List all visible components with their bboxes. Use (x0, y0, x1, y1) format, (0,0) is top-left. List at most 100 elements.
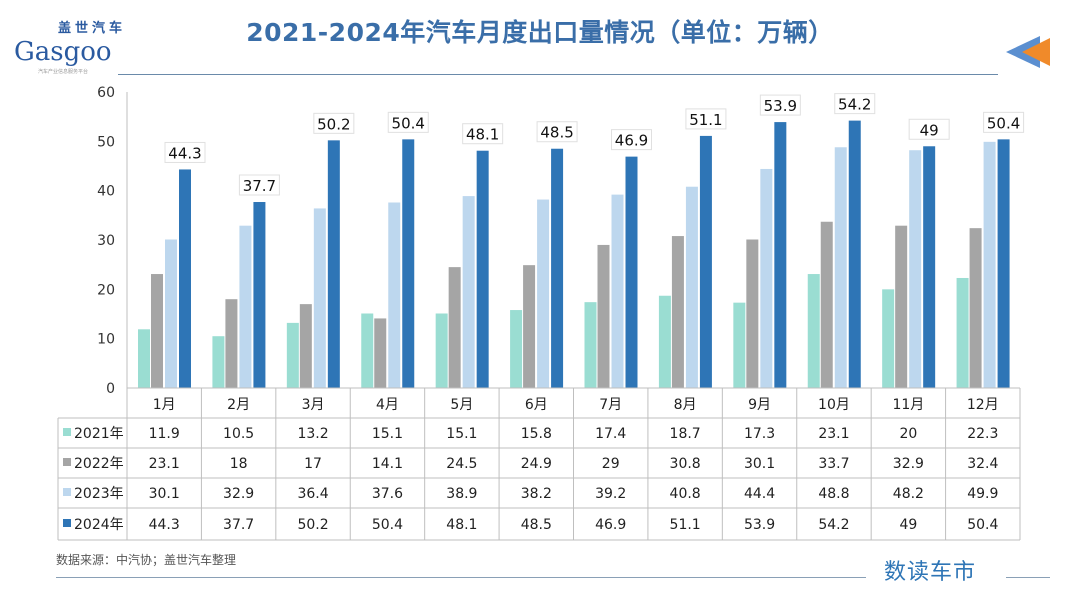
table-cell: 49.9 (967, 486, 998, 502)
legend-label: 2024年 (74, 517, 124, 533)
table-cell: 38.2 (521, 486, 552, 502)
source-note: 数据来源：中汽协；盖世汽车整理 (56, 553, 237, 567)
data-label: 51.1 (689, 111, 722, 129)
table-cell: 30.1 (744, 456, 775, 472)
table-cell: 46.9 (595, 517, 626, 533)
divider (1006, 577, 1050, 578)
table-cell: 50.2 (297, 517, 328, 533)
table-cell: 37.6 (372, 486, 403, 502)
data-label-box (685, 108, 727, 130)
bar-2024年-3月 (327, 140, 340, 388)
legend-key-2022年 (63, 458, 71, 466)
bar-2023年-11月 (909, 150, 922, 388)
data-label: 46.9 (615, 132, 648, 150)
bar-2021年-5月 (435, 313, 448, 388)
table-cell: 32.4 (967, 456, 998, 472)
data-label-box (908, 118, 950, 140)
bar-2023年-4月 (388, 202, 401, 388)
data-label: 37.7 (243, 177, 276, 195)
bar-2023年-1月 (165, 239, 177, 388)
legend-key-2023年 (63, 488, 71, 496)
data-label-box (313, 112, 355, 134)
bar-2021年-7月 (584, 302, 597, 388)
table-cell: 14.1 (372, 456, 403, 472)
data-label: 48.1 (466, 126, 499, 144)
bar-2024年-4月 (402, 139, 415, 388)
table-cell: 48.2 (893, 486, 924, 502)
legend-label: 2023年 (74, 486, 124, 502)
table-cell: 24.5 (446, 456, 477, 472)
data-label-box (536, 121, 578, 143)
bar-2022年-2月 (225, 299, 238, 388)
bar-2023年-9月 (760, 168, 773, 388)
table-cell: 32.9 (223, 486, 254, 502)
table-cell: 48.8 (818, 486, 849, 502)
x-tick-label: 12月 (967, 397, 999, 413)
y-tick-label: 0 (106, 381, 115, 397)
y-tick-label: 50 (97, 134, 115, 150)
x-tick-label: 8月 (674, 397, 697, 413)
y-tick-label: 40 (97, 184, 115, 200)
bar-2022年-3月 (299, 304, 312, 388)
divider (56, 577, 866, 578)
divider (118, 74, 998, 75)
table-cell: 18.7 (670, 426, 701, 442)
table-cell: 33.7 (818, 456, 849, 472)
x-tick-label: 11月 (892, 397, 924, 413)
data-label-box (611, 129, 652, 151)
table-cell: 44.3 (149, 517, 180, 533)
data-label-box (834, 93, 876, 115)
arrow-accent-icon (1022, 38, 1050, 66)
x-tick-label: 3月 (302, 397, 325, 413)
data-label: 49 (920, 121, 939, 139)
bar-2021年-6月 (510, 310, 523, 388)
brand-label: 数读车市 (884, 560, 977, 585)
table-cell: 17 (304, 456, 322, 472)
legend-key-2024年 (63, 519, 71, 527)
bar-2021年-2月 (212, 336, 225, 388)
bar-2021年-1月 (138, 329, 150, 388)
bar-2024年-12月 (997, 139, 1010, 388)
bar-2023年-10月 (834, 147, 847, 388)
bar-2024年-8月 (699, 135, 712, 388)
bar-2022年-1月 (151, 274, 163, 388)
y-tick-label: 20 (97, 282, 115, 298)
table-cell: 17.3 (744, 426, 775, 442)
bar-2023年-12月 (983, 141, 996, 388)
data-label: 54.2 (838, 96, 871, 114)
table-cell: 29 (602, 456, 620, 472)
bar-2021年-11月 (882, 289, 895, 388)
table-cell: 24.9 (521, 456, 552, 472)
table-cell: 20 (899, 426, 917, 442)
bar-2021年-8月 (658, 295, 671, 388)
table-cell: 13.2 (297, 426, 328, 442)
chart-title: 2021-2024年汽车月度出口量情况（单位：万辆） (246, 18, 834, 47)
data-label-box (164, 141, 206, 163)
logo-sub: 汽车产业信息服务平台 (38, 69, 89, 75)
data-label: 50.2 (317, 115, 350, 133)
legend-label: 2021年 (74, 426, 124, 442)
x-tick-label: 10月 (818, 397, 850, 413)
bar-2022年-4月 (374, 318, 387, 388)
data-label-box (462, 123, 504, 145)
bar-2024年-1月 (179, 169, 191, 388)
table-cell: 51.1 (670, 517, 701, 533)
bar-2022年-5月 (448, 267, 461, 388)
table-cell: 37.7 (223, 517, 254, 533)
data-label-box (387, 111, 429, 133)
table-cell: 48.1 (446, 517, 477, 533)
legend-label: 2022年 (74, 456, 124, 472)
bar-2022年-7月 (597, 244, 610, 388)
table-cell: 53.9 (744, 517, 775, 533)
table-cell: 36.4 (297, 486, 328, 502)
table-cell: 23.1 (149, 456, 180, 472)
bar-2021年-3月 (286, 322, 299, 388)
bar-2022年-8月 (671, 236, 684, 388)
logo-cn: 盖世汽车 (58, 21, 127, 36)
x-tick-label: 1月 (153, 397, 176, 413)
bar-2023年-8月 (685, 186, 698, 388)
table-cell: 44.4 (744, 486, 775, 502)
x-tick-label: 2月 (227, 397, 250, 413)
